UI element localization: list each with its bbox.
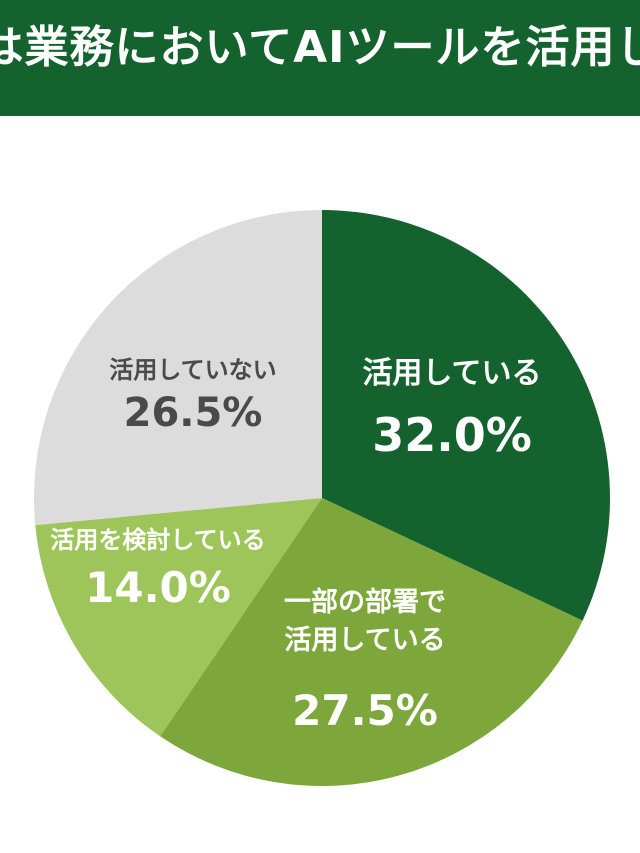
slice-label-2-line-2: 活用している bbox=[284, 625, 445, 656]
pie-labels: 活用している32.0%一部の部署で活用している27.5%活用を検討している14.… bbox=[50, 356, 541, 735]
slice-value-2: 27.5% bbox=[292, 686, 438, 735]
pie-slice-4 bbox=[33, 210, 322, 526]
pie-slice-2 bbox=[160, 498, 583, 786]
chart-title: は業務においてAIツールを活用し bbox=[0, 22, 640, 73]
slice-label-1-line-1: 活用している bbox=[362, 356, 541, 391]
slice-label-3-line-1: 活用を検討している bbox=[50, 526, 265, 554]
pie-slice-1 bbox=[322, 210, 610, 621]
slice-value-4: 26.5% bbox=[124, 390, 263, 436]
slice-value-1: 32.0% bbox=[372, 408, 532, 462]
title-bar: は業務においてAIツールを活用し bbox=[0, 0, 640, 116]
slice-label-4-line-1: 活用していない bbox=[109, 356, 276, 384]
slice-label-2-line-1: 一部の部署で bbox=[284, 586, 446, 618]
pie-slice-3 bbox=[35, 498, 323, 737]
slice-value-3: 14.0% bbox=[85, 563, 231, 612]
pie-slices bbox=[33, 210, 610, 786]
